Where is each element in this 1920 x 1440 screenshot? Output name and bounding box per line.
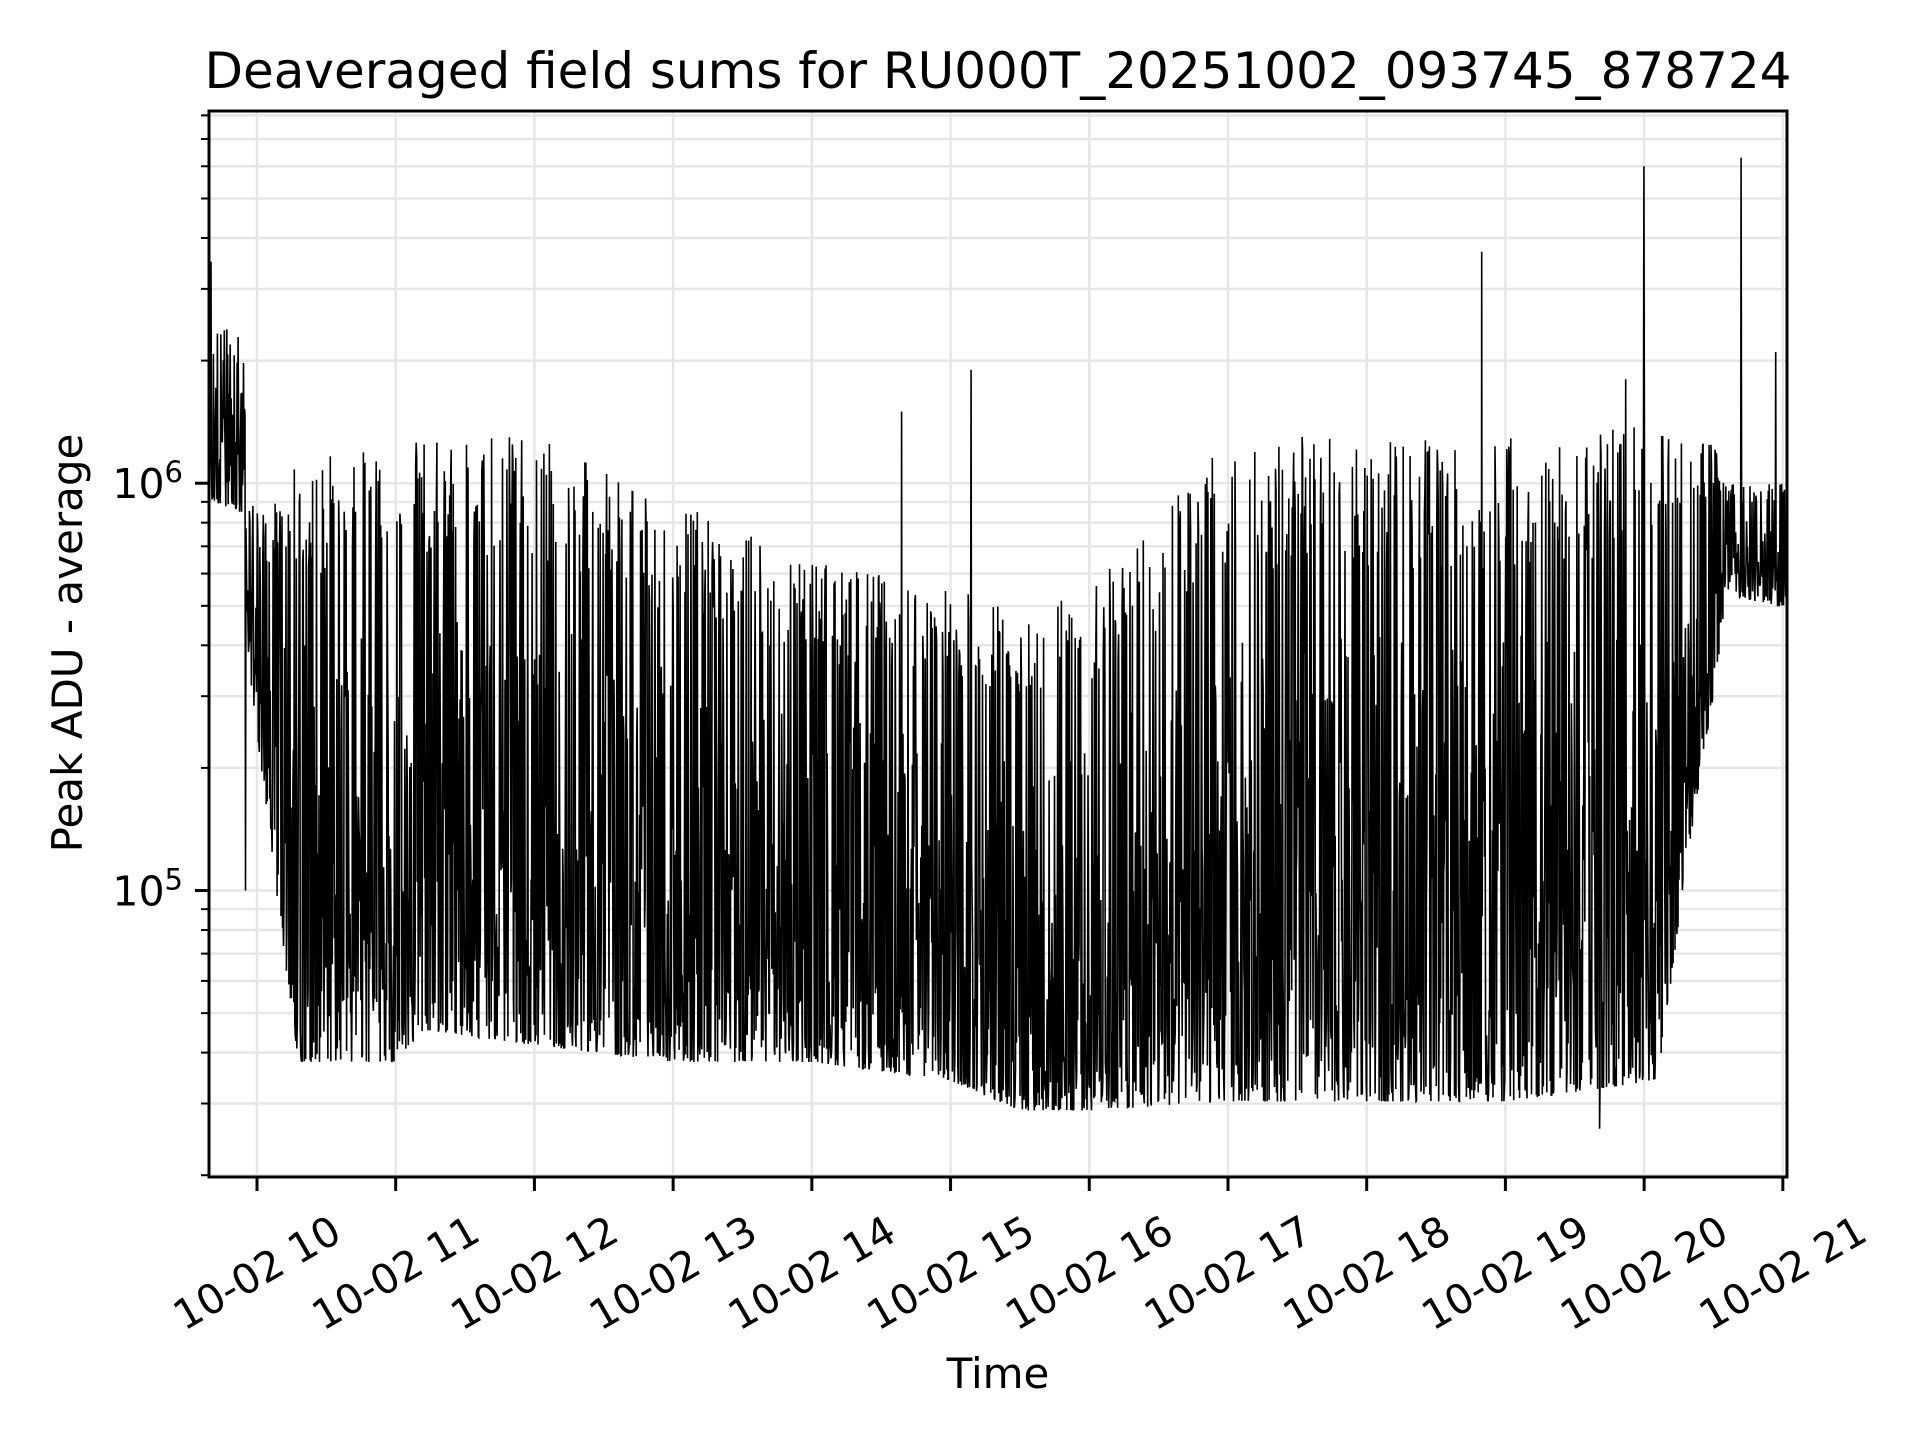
x-axis-label: Time (946, 1349, 1050, 1398)
data-line (208, 157, 1788, 1129)
y-tick-label-base: 10 (112, 868, 164, 916)
y-tick-label-base: 10 (112, 460, 164, 508)
axes-frame (207, 109, 1789, 1179)
y-tick-label-exponent: 6 (165, 455, 183, 489)
y-axis-label: Peak ADU - average (43, 434, 92, 853)
chart-title: Deaveraged field sums for RU000T_2025100… (205, 42, 1792, 100)
y-tick-label-exponent: 5 (165, 863, 183, 897)
y-tick-label: 106 (112, 455, 183, 508)
y-tick-label: 105 (112, 863, 183, 916)
series (208, 157, 1788, 1129)
